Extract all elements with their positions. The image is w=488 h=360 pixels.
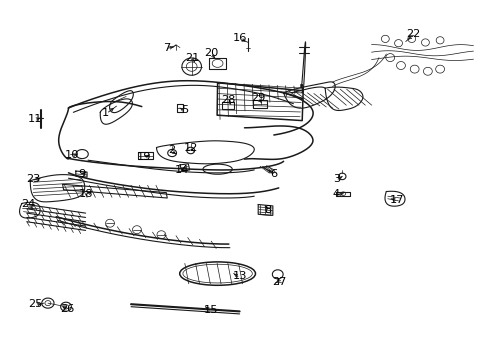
Text: 25: 25 [28,299,42,309]
Text: 27: 27 [272,276,286,287]
Text: 18: 18 [78,189,93,199]
Text: 17: 17 [389,195,404,205]
Text: 24: 24 [21,199,36,210]
Text: 1: 1 [102,108,108,118]
Text: 12: 12 [183,143,198,153]
Text: 19: 19 [137,152,151,162]
Text: 22: 22 [405,29,420,39]
Text: 10: 10 [65,150,80,160]
Text: 29: 29 [250,93,265,103]
Text: 4: 4 [332,189,339,199]
Text: 21: 21 [184,53,199,63]
Text: 5: 5 [181,105,188,115]
Text: 23: 23 [26,174,41,184]
Text: 14: 14 [174,165,189,175]
Text: 8: 8 [264,204,271,215]
Text: 11: 11 [28,114,42,124]
Text: 16: 16 [232,33,246,43]
Text: 7: 7 [163,42,169,53]
Text: 2: 2 [168,145,175,156]
Text: 9: 9 [79,168,85,179]
Text: 15: 15 [203,305,218,315]
Text: 13: 13 [232,271,246,282]
Text: 3: 3 [332,174,339,184]
Text: 28: 28 [221,95,236,105]
Text: 6: 6 [270,168,277,179]
Text: 20: 20 [203,48,218,58]
Text: 26: 26 [60,304,75,314]
